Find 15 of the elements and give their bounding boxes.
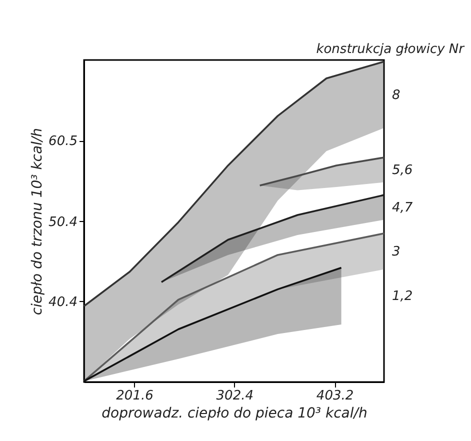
y-axis-title: ciepło do trzonu 10³ kcal/h [30,128,46,316]
line-series [83,60,385,307]
text: 1,2 [392,289,413,304]
legend-title: konstrukcja głowicy Nr [316,42,466,57]
series-label: 3 [392,244,400,260]
x-axis-title: doprowadz. ciepło do pieca 10³ kcal/h [102,406,368,422]
y-tick-label: 60.5 [48,134,78,150]
x-tick-label: 403.2 [316,388,354,404]
text: 8 [392,88,400,103]
series-label: 4,7 [392,200,414,216]
y-tick-label: 40.4 [48,294,78,310]
y-tick-label: 50.4 [48,214,78,230]
x-tick-label: 201.6 [116,388,154,404]
x-tick-label: 302.4 [216,388,254,404]
series-label: 5,6 [392,162,413,178]
